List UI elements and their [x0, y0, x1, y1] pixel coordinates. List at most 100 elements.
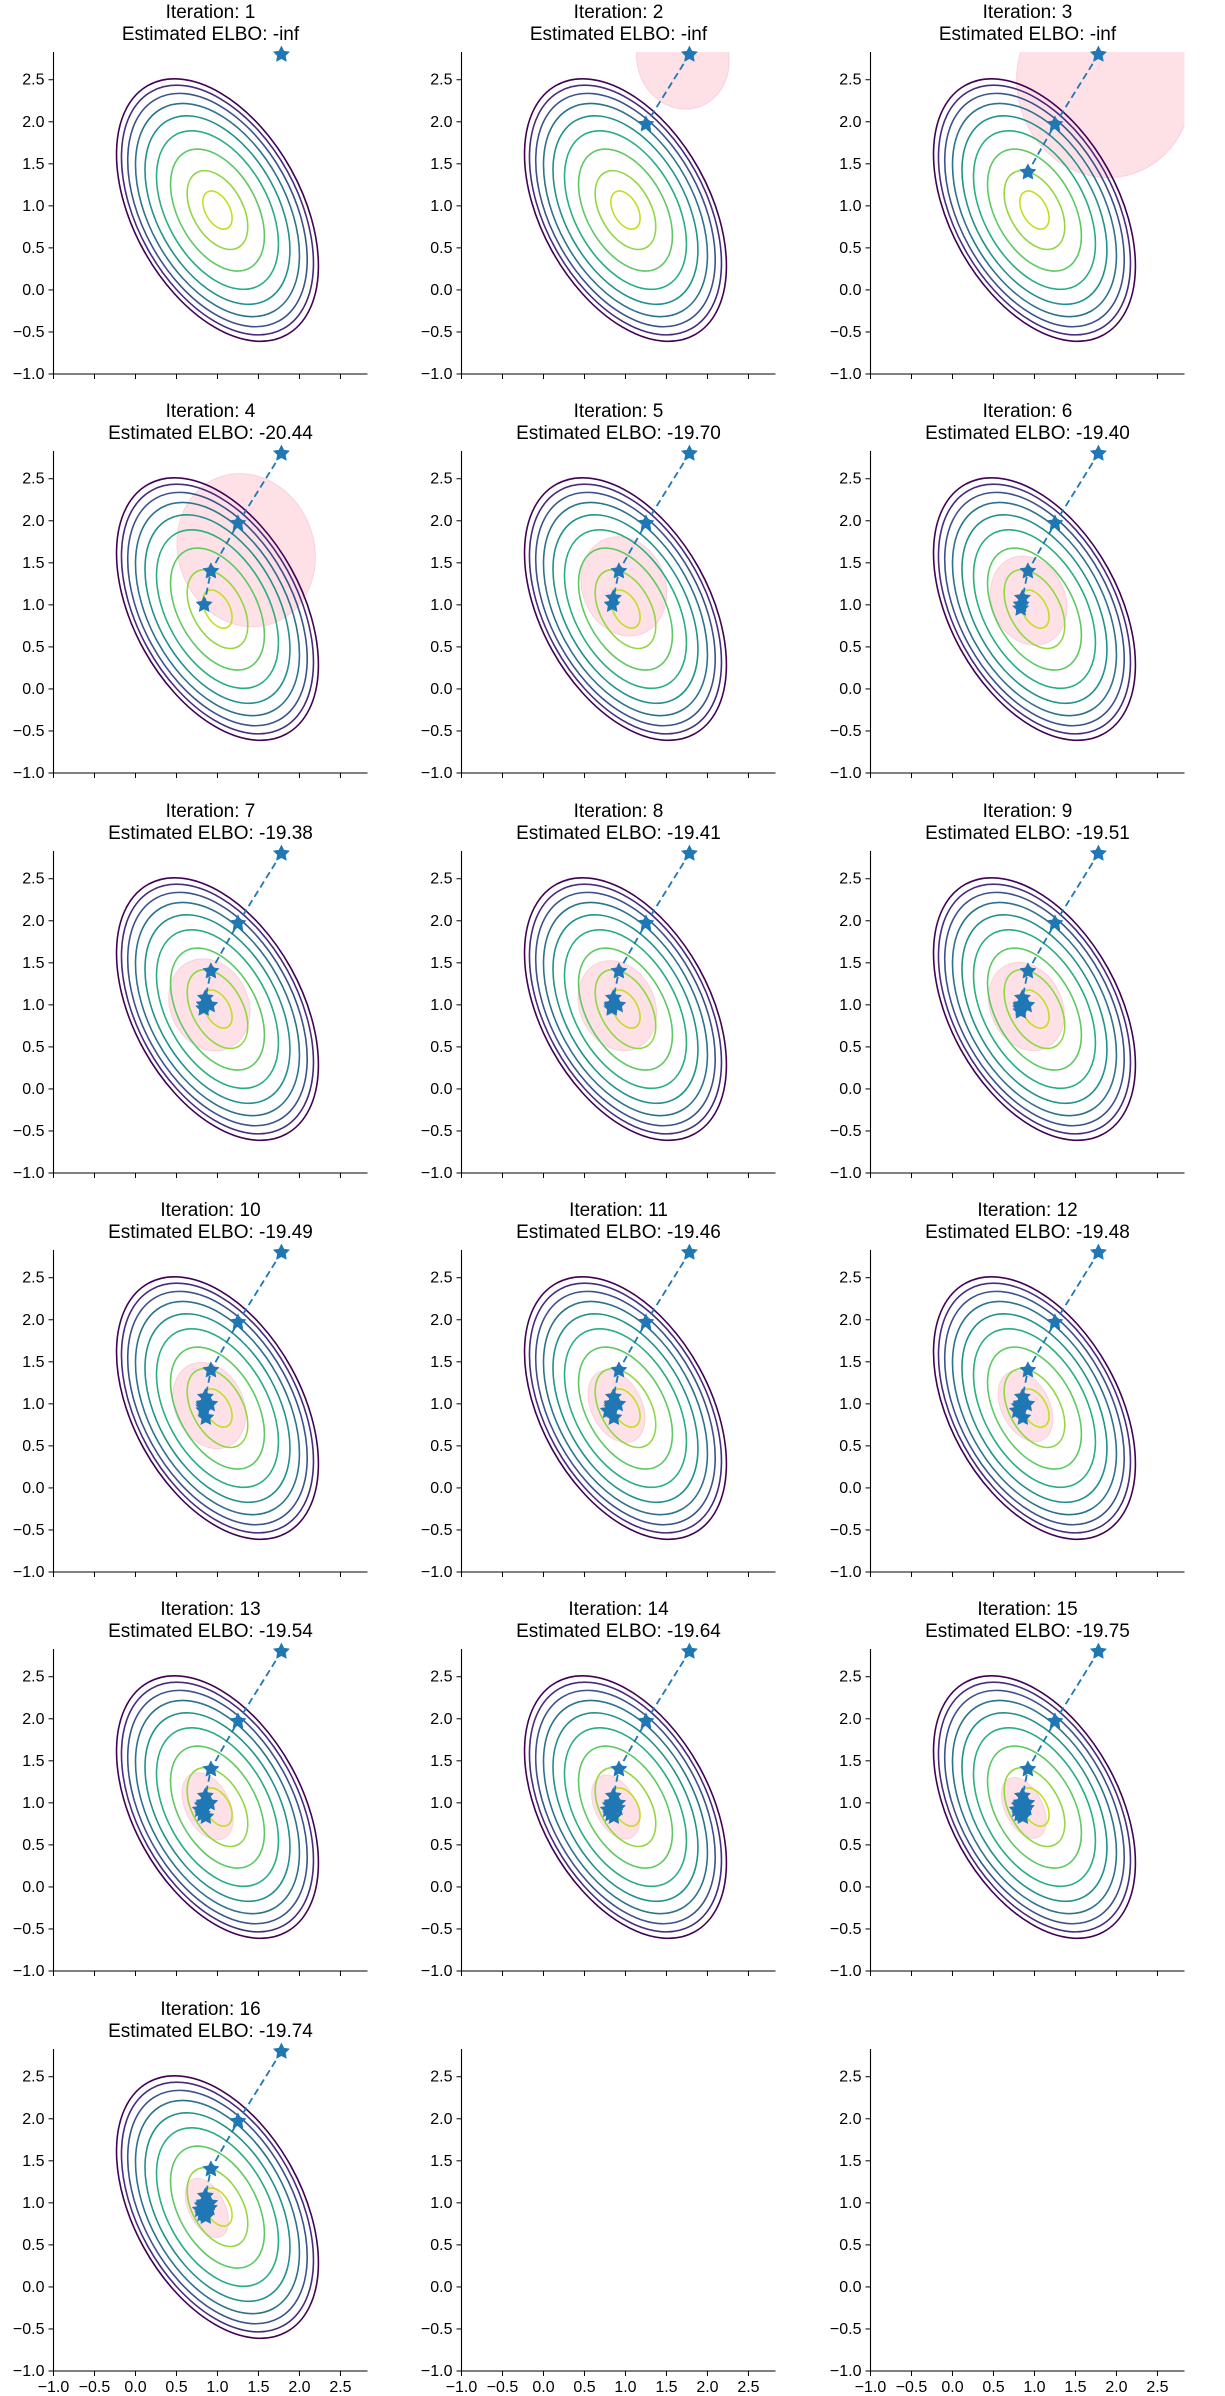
- svg-text:−0.5: −0.5: [487, 2379, 519, 2396]
- svg-text:0.5: 0.5: [839, 2237, 861, 2254]
- svg-text:−0.5: −0.5: [13, 1123, 45, 1140]
- svg-text:2.5: 2.5: [431, 1270, 453, 1287]
- svg-text:Iteration: 4: Iteration: 4: [166, 401, 256, 422]
- svg-text:2.0: 2.0: [431, 513, 453, 530]
- svg-text:−1.0: −1.0: [421, 2363, 453, 2380]
- svg-text:−1.0: −1.0: [830, 1165, 862, 1182]
- svg-text:Estimated ELBO: -19.51: Estimated ELBO: -19.51: [925, 823, 1130, 844]
- svg-text:2.0: 2.0: [288, 2379, 310, 2396]
- svg-text:2.5: 2.5: [22, 2068, 44, 2085]
- svg-text:2.0: 2.0: [431, 1312, 453, 1329]
- svg-text:−0.5: −0.5: [830, 1921, 862, 1938]
- svg-text:2.0: 2.0: [22, 114, 44, 131]
- svg-text:0.0: 0.0: [22, 1480, 44, 1497]
- svg-text:1.0: 1.0: [839, 198, 861, 215]
- svg-text:−1.0: −1.0: [830, 366, 862, 383]
- svg-text:2.5: 2.5: [839, 1669, 861, 1686]
- svg-text:0.0: 0.0: [22, 1081, 44, 1098]
- svg-text:Iteration: 3: Iteration: 3: [982, 2, 1072, 23]
- svg-text:−1.0: −1.0: [830, 765, 862, 782]
- svg-text:2.5: 2.5: [22, 1669, 44, 1686]
- svg-text:Estimated ELBO: -19.74: Estimated ELBO: -19.74: [108, 2021, 313, 2042]
- svg-text:2.5: 2.5: [329, 2379, 351, 2396]
- svg-text:0.0: 0.0: [839, 1081, 861, 1098]
- svg-text:1.0: 1.0: [431, 1396, 453, 1413]
- svg-text:Estimated ELBO: -inf: Estimated ELBO: -inf: [122, 24, 300, 45]
- svg-text:0.5: 0.5: [22, 2237, 44, 2254]
- svg-text:0.5: 0.5: [22, 1438, 44, 1455]
- svg-text:2.0: 2.0: [697, 2379, 719, 2396]
- svg-text:0.5: 0.5: [431, 1837, 453, 1854]
- svg-text:0.5: 0.5: [839, 1837, 861, 1854]
- svg-text:2.0: 2.0: [839, 1312, 861, 1329]
- svg-text:Iteration: 2: Iteration: 2: [574, 2, 664, 23]
- svg-text:2.5: 2.5: [22, 1270, 44, 1287]
- svg-text:1.0: 1.0: [839, 1795, 861, 1812]
- svg-text:−1.0: −1.0: [446, 2379, 478, 2396]
- svg-text:−0.5: −0.5: [421, 723, 453, 740]
- svg-text:0.5: 0.5: [22, 1039, 44, 1056]
- svg-text:1.5: 1.5: [431, 2152, 453, 2169]
- svg-text:1.0: 1.0: [22, 198, 44, 215]
- svg-text:0.0: 0.0: [124, 2379, 146, 2396]
- svg-text:Estimated ELBO: -inf: Estimated ELBO: -inf: [530, 24, 708, 45]
- svg-text:Iteration: 12: Iteration: 12: [977, 1200, 1077, 1221]
- svg-text:2.5: 2.5: [22, 870, 44, 887]
- svg-text:−0.5: −0.5: [13, 324, 45, 341]
- svg-text:2.0: 2.0: [431, 114, 453, 131]
- svg-text:Estimated ELBO: -19.54: Estimated ELBO: -19.54: [108, 1621, 313, 1642]
- svg-text:1.5: 1.5: [1064, 2379, 1086, 2396]
- svg-text:−1.0: −1.0: [421, 366, 453, 383]
- svg-text:Iteration: 14: Iteration: 14: [569, 1599, 669, 1620]
- svg-text:−0.5: −0.5: [421, 1522, 453, 1539]
- svg-text:−1.0: −1.0: [13, 366, 45, 383]
- svg-text:2.5: 2.5: [431, 72, 453, 89]
- svg-text:0.0: 0.0: [839, 681, 861, 698]
- svg-text:Iteration: 13: Iteration: 13: [160, 1599, 260, 1620]
- svg-text:−1.0: −1.0: [830, 1963, 862, 1980]
- svg-text:−1.0: −1.0: [13, 1165, 45, 1182]
- svg-text:1.0: 1.0: [22, 1396, 44, 1413]
- svg-text:−0.5: −0.5: [830, 1123, 862, 1140]
- svg-text:1.0: 1.0: [22, 2194, 44, 2211]
- svg-text:Estimated ELBO: -inf: Estimated ELBO: -inf: [939, 24, 1117, 45]
- svg-text:1.0: 1.0: [22, 997, 44, 1014]
- svg-text:2.5: 2.5: [839, 471, 861, 488]
- svg-text:2.0: 2.0: [22, 1312, 44, 1329]
- svg-text:2.5: 2.5: [431, 1669, 453, 1686]
- svg-text:1.5: 1.5: [656, 2379, 678, 2396]
- svg-text:1.5: 1.5: [22, 1753, 44, 1770]
- svg-text:−1.0: −1.0: [38, 2379, 70, 2396]
- svg-text:2.0: 2.0: [839, 513, 861, 530]
- svg-text:−0.5: −0.5: [421, 324, 453, 341]
- svg-text:0.0: 0.0: [22, 282, 44, 299]
- svg-text:Iteration: 8: Iteration: 8: [574, 801, 664, 822]
- svg-text:2.0: 2.0: [431, 912, 453, 929]
- svg-text:0.5: 0.5: [165, 2379, 187, 2396]
- svg-text:Estimated ELBO: -19.40: Estimated ELBO: -19.40: [925, 423, 1130, 444]
- svg-text:2.0: 2.0: [839, 2110, 861, 2127]
- svg-text:2.5: 2.5: [839, 870, 861, 887]
- svg-text:2.5: 2.5: [431, 471, 453, 488]
- svg-text:−0.5: −0.5: [421, 1921, 453, 1938]
- svg-text:2.0: 2.0: [22, 1711, 44, 1728]
- svg-text:Estimated ELBO: -19.49: Estimated ELBO: -19.49: [108, 1222, 313, 1243]
- svg-text:0.0: 0.0: [941, 2379, 963, 2396]
- svg-text:−1.0: −1.0: [13, 1564, 45, 1581]
- svg-text:2.0: 2.0: [22, 2110, 44, 2127]
- svg-text:−1.0: −1.0: [421, 1564, 453, 1581]
- svg-text:1.5: 1.5: [22, 2152, 44, 2169]
- svg-text:0.0: 0.0: [431, 1480, 453, 1497]
- svg-text:Estimated ELBO: -19.41: Estimated ELBO: -19.41: [516, 823, 721, 844]
- svg-text:−1.0: −1.0: [421, 1963, 453, 1980]
- svg-text:0.5: 0.5: [839, 1438, 861, 1455]
- svg-text:1.5: 1.5: [839, 1753, 861, 1770]
- svg-text:−0.5: −0.5: [830, 1522, 862, 1539]
- svg-text:0.0: 0.0: [431, 282, 453, 299]
- svg-text:0.5: 0.5: [22, 240, 44, 257]
- svg-text:−0.5: −0.5: [79, 2379, 111, 2396]
- svg-text:0.0: 0.0: [533, 2379, 555, 2396]
- svg-text:−0.5: −0.5: [830, 723, 862, 740]
- svg-text:Estimated ELBO: -19.64: Estimated ELBO: -19.64: [516, 1621, 721, 1642]
- svg-text:0.0: 0.0: [839, 1879, 861, 1896]
